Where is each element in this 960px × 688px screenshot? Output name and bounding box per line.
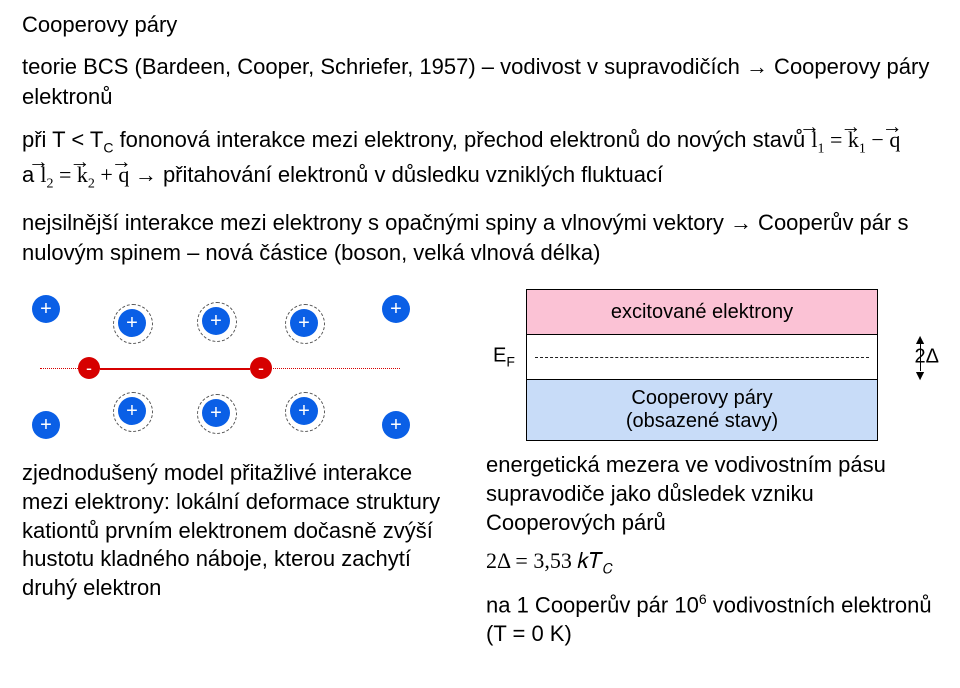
- text: E: [493, 345, 506, 367]
- text: teorie BCS (Bardeen, Cooper, Schriefer, …: [22, 54, 746, 79]
- vector-q: q→: [118, 160, 129, 190]
- lattice-caption: zjednodušený model přitažlivé interakce …: [22, 459, 452, 602]
- equation-text: 2Δ = 3,53 𝑘𝑇: [486, 548, 603, 573]
- ion: +: [382, 295, 410, 323]
- ion: +: [32, 411, 60, 439]
- vector-arrow-icon: →: [841, 112, 862, 140]
- electron-bond: [100, 368, 250, 370]
- vector-arrow-icon: →: [882, 112, 903, 140]
- gap-formula: 2Δ = 3,53 𝑘𝑇𝐶: [486, 547, 938, 580]
- ion: +: [382, 411, 410, 439]
- fermi-level-line: [535, 357, 869, 358]
- subscript: 1: [859, 142, 866, 157]
- cooper-band: Cooperovy páry (obsazené stavy): [527, 380, 877, 440]
- vector-l1: l→: [811, 125, 817, 155]
- arrow-icon: →: [746, 54, 768, 79]
- paragraph-bcs: teorie BCS (Bardeen, Cooper, Schriefer, …: [22, 52, 938, 111]
- vector-q: q→: [889, 125, 900, 155]
- gap-label: 2Δ: [915, 346, 939, 369]
- subscript: F: [506, 354, 515, 370]
- energy-gap: EF ▲ ▼ 2Δ: [527, 335, 877, 380]
- text: → přitahování elektronů v důsledku vznik…: [135, 162, 663, 187]
- label: (obsazené stavy): [626, 410, 778, 433]
- subscript: 𝐶: [603, 562, 613, 577]
- text: na 1 Cooperův pár 10: [486, 592, 699, 617]
- paragraph-interaction: nejsilnější interakce mezi elektrony s o…: [22, 208, 938, 267]
- vector-k2: k→: [77, 160, 88, 190]
- right-column: excitované elektrony EF ▲ ▼ 2Δ Cooperovy…: [480, 289, 938, 648]
- slide: Cooperovy páry teorie BCS (Bardeen, Coop…: [0, 0, 960, 648]
- vector-k1: k→: [848, 125, 859, 155]
- left-column: ++++++++++-- zjednodušený model přitažli…: [22, 289, 462, 648]
- diagram-row: ++++++++++-- zjednodušený model přitažli…: [22, 289, 938, 648]
- arrow-down-icon: ▼: [913, 371, 927, 379]
- vector-arrow-icon: →: [70, 147, 91, 175]
- ion: +: [32, 295, 60, 323]
- band-diagram: excitované elektrony EF ▲ ▼ 2Δ Cooperovy…: [526, 289, 878, 441]
- vector-arrow-icon: →: [111, 147, 132, 175]
- energy-gap-text: energetická mezera ve vodivostním pásu s…: [486, 451, 938, 537]
- electrons-per-pair: na 1 Cooperův pár 106 vodivostních elekt…: [486, 590, 938, 649]
- subscript: 2: [88, 176, 95, 191]
- arrow-up-icon: ▲: [913, 335, 927, 343]
- fermi-label: EF: [493, 345, 515, 370]
- equation-2: l→2 = k→2 + q→: [40, 162, 134, 187]
- subscript: 2: [46, 176, 53, 191]
- electron: -: [250, 357, 272, 379]
- equation-1: l→1 = k→1 − q→: [811, 127, 900, 152]
- excited-band: excitované elektrony: [527, 290, 877, 335]
- page-title: Cooperovy páry: [22, 12, 938, 38]
- label: excitované elektrony: [611, 301, 793, 324]
- label: Cooperovy páry: [631, 387, 772, 410]
- subscript: 1: [817, 142, 824, 157]
- lattice-diagram: ++++++++++--: [22, 289, 452, 449]
- paragraph-phonon: při T < TC fononová interakce mezi elekt…: [22, 125, 938, 194]
- electron: -: [78, 357, 100, 379]
- vector-arrow-icon: →: [28, 147, 49, 175]
- text: fononová interakce mezi elektrony, přech…: [113, 127, 811, 152]
- vector-arrow-icon: →: [799, 112, 820, 140]
- superscript: 6: [699, 591, 707, 607]
- vector-l2: l→: [40, 160, 46, 190]
